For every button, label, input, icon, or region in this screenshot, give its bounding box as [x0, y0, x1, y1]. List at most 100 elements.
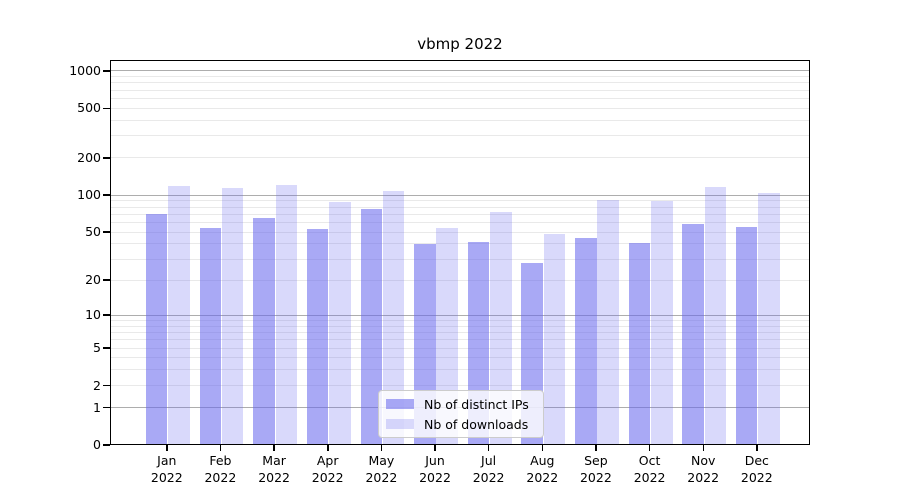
- bar-nb-of-distinct-ips: [575, 238, 597, 444]
- x-tick-label: May 2022: [349, 452, 413, 486]
- x-tick-year: 2022: [472, 470, 505, 485]
- x-tick-month: Dec: [744, 453, 769, 468]
- y-tick-mark: [103, 231, 110, 233]
- y-tick-label: 0: [93, 437, 101, 452]
- y-tick-label: 500: [77, 100, 101, 116]
- y-tick-mark: [103, 314, 110, 316]
- y-tick-label: 200: [77, 149, 101, 165]
- x-tick-mark: [434, 445, 436, 451]
- x-tick-label: Jul 2022: [457, 452, 521, 486]
- minor-gridline: [111, 135, 809, 137]
- legend: Nb of distinct IPs Nb of downloads: [378, 390, 544, 438]
- minor-gridline: [111, 206, 809, 208]
- minor-gridline: [111, 339, 809, 341]
- x-tick-month: May: [368, 453, 395, 468]
- x-tick-label: Nov 2022: [671, 452, 735, 486]
- x-tick-month: Feb: [209, 453, 232, 468]
- x-tick-mark: [166, 445, 168, 451]
- minor-gridline: [111, 200, 809, 202]
- x-tick-mark: [648, 445, 651, 451]
- legend-swatch-distinct-ips: [386, 398, 414, 410]
- x-tick-year: 2022: [740, 470, 773, 485]
- x-tick-label: Aug 2022: [510, 452, 574, 486]
- bar-nb-of-downloads: [382, 191, 405, 444]
- minor-gridline: [111, 319, 809, 321]
- x-tick-month: Jun: [425, 453, 445, 468]
- x-tick-month: Oct: [638, 453, 661, 468]
- minor-gridline: [111, 231, 809, 233]
- x-tick-label: Mar 2022: [242, 452, 306, 486]
- x-tick-mark: [595, 445, 597, 451]
- minor-gridline: [111, 221, 809, 223]
- x-tick-year: 2022: [204, 470, 237, 485]
- x-tick-mark: [327, 445, 329, 451]
- y-tick-mark: [103, 70, 110, 72]
- y-tick-mark: [103, 194, 110, 196]
- x-tick-year: 2022: [311, 470, 344, 485]
- bar-nb-of-downloads: [597, 200, 619, 444]
- bar-nb-of-downloads: [275, 185, 297, 444]
- y-tick-label: 20: [85, 272, 101, 288]
- minor-gridline: [111, 89, 809, 91]
- x-tick-mark: [487, 445, 490, 451]
- legend-item-downloads: Nb of downloads: [386, 417, 535, 432]
- bar-nb-of-downloads: [221, 187, 244, 444]
- x-tick-label: Jan 2022: [135, 452, 199, 486]
- bar-nb-of-distinct-ips: [682, 223, 704, 444]
- x-tick-label: Jun 2022: [403, 452, 467, 486]
- bar-nb-of-distinct-ips: [145, 213, 168, 444]
- x-tick-mark: [702, 445, 704, 451]
- bar-nb-of-distinct-ips: [306, 228, 329, 444]
- legend-swatch-downloads: [386, 418, 414, 430]
- y-tick-label: 1000: [69, 62, 101, 78]
- x-tick-year: 2022: [419, 470, 451, 485]
- x-tick-year: 2022: [365, 470, 398, 485]
- minor-gridline: [111, 357, 809, 359]
- minor-gridline: [111, 331, 809, 333]
- bar-nb-of-downloads: [490, 212, 512, 444]
- y-tick-label: 5: [93, 340, 101, 355]
- x-tick-month: Nov: [690, 453, 716, 468]
- x-tick-month: Jan: [157, 453, 177, 468]
- minor-gridline: [111, 98, 809, 99]
- x-tick-year: 2022: [526, 470, 559, 485]
- x-tick-year: 2022: [687, 470, 720, 485]
- y-tick-mark: [103, 347, 110, 349]
- x-tick-month: Sep: [584, 453, 608, 468]
- x-tick-label: Apr 2022: [296, 452, 360, 486]
- bar-nb-of-downloads: [168, 186, 190, 444]
- bar-nb-of-downloads: [543, 233, 566, 444]
- bar-nb-of-downloads: [651, 200, 673, 444]
- x-tick-month: Jul: [481, 453, 497, 468]
- x-tick-mark: [219, 445, 222, 451]
- y-tick-mark: [103, 157, 110, 159]
- major-gridline: [111, 314, 809, 316]
- bar-nb-of-downloads: [758, 192, 780, 444]
- y-tick-mark: [103, 444, 110, 446]
- plot-area: [110, 60, 810, 445]
- bar-nb-of-downloads: [329, 202, 351, 444]
- x-tick-year: 2022: [150, 470, 183, 485]
- y-tick-mark: [103, 107, 110, 110]
- major-gridline: [111, 194, 809, 196]
- minor-gridline: [111, 82, 809, 84]
- y-tick-label: 50: [85, 224, 101, 240]
- x-tick-label: Sep 2022: [564, 452, 628, 486]
- x-tick-mark: [273, 445, 275, 451]
- minor-gridline: [111, 279, 809, 281]
- minor-gridline: [111, 119, 809, 121]
- minor-gridline: [111, 369, 809, 371]
- bar-nb-of-downloads: [704, 187, 727, 444]
- bar-nb-of-distinct-ips: [628, 243, 651, 444]
- legend-label-distinct-ips: Nb of distinct IPs: [424, 396, 529, 412]
- x-tick-month: Aug: [530, 453, 555, 468]
- minor-gridline: [111, 107, 809, 109]
- x-tick-label: Oct 2022: [618, 452, 682, 486]
- y-tick-mark: [103, 279, 110, 281]
- x-tick-mark: [756, 445, 758, 451]
- x-tick-label: Feb 2022: [188, 452, 252, 486]
- y-tick-label: 1: [93, 399, 101, 415]
- minor-gridline: [111, 325, 809, 327]
- x-tick-year: 2022: [633, 470, 666, 485]
